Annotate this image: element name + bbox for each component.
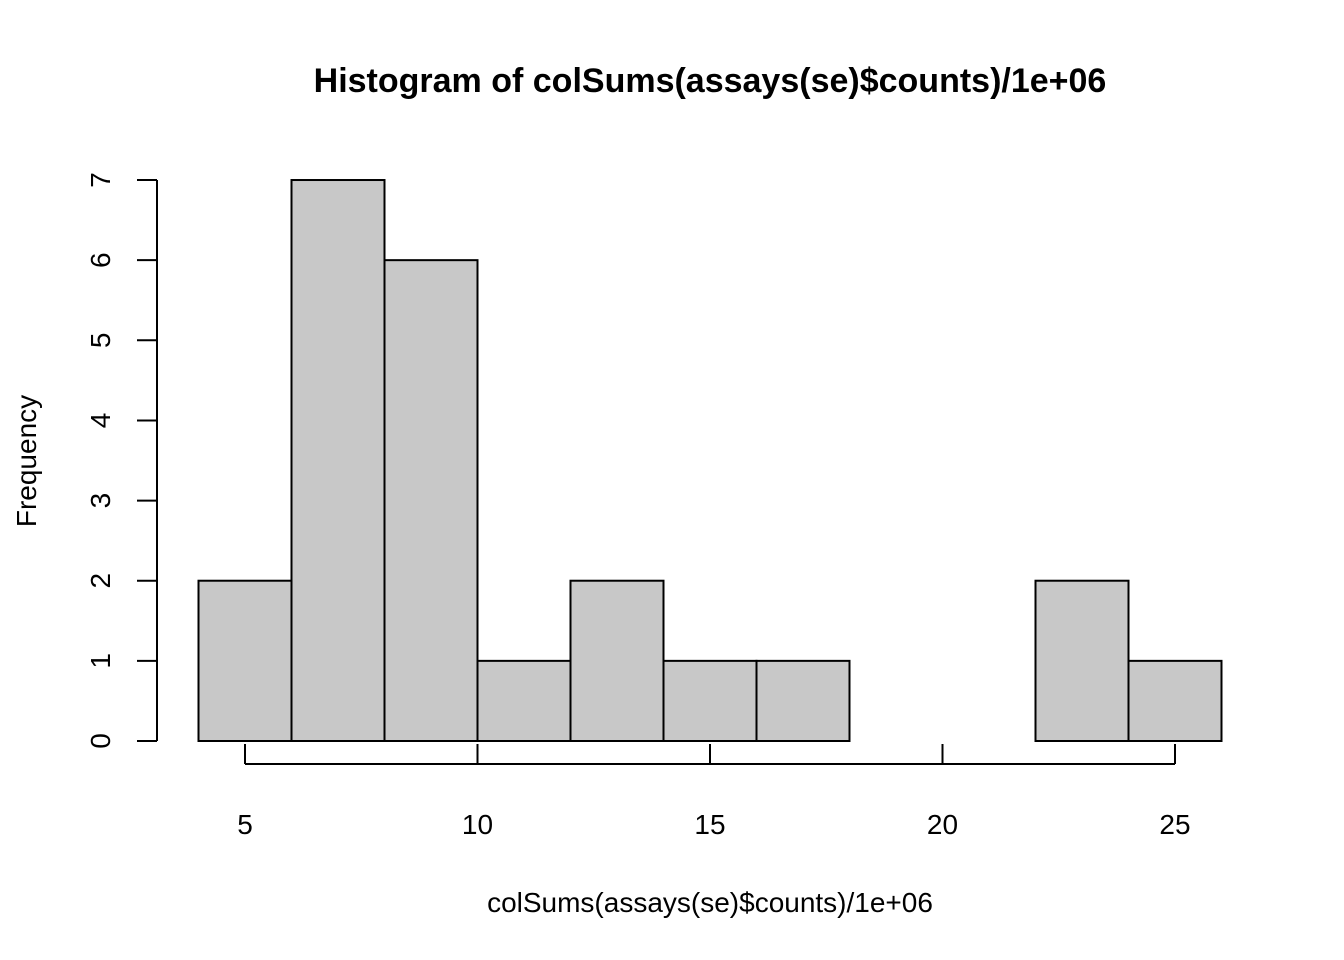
y-tick-label-1: 1	[85, 653, 116, 669]
histogram-bar-9	[1034, 579, 1130, 742]
histogram-bar-3	[476, 659, 572, 742]
histogram-bar-0	[197, 579, 293, 742]
y-tick-label-5: 5	[85, 333, 116, 349]
y-tick-label-3: 3	[85, 493, 116, 509]
y-tick-label-7: 7	[85, 172, 116, 188]
histogram-bar-10	[1127, 659, 1223, 742]
histogram-bar-6	[755, 659, 851, 742]
x-tick-label-20: 20	[927, 809, 958, 840]
x-tick-label-25: 25	[1159, 809, 1190, 840]
histogram-bar-1	[290, 179, 386, 742]
x-tick-label-10: 10	[462, 809, 493, 840]
y-tick-label-2: 2	[85, 573, 116, 589]
y-axis: 0 1 2 3 4 5 6 7	[85, 172, 158, 749]
y-tick-label-6: 6	[85, 252, 116, 268]
chart-title: Histogram of colSums(assays(se)$counts)/…	[314, 62, 1107, 100]
histogram-bar-5	[662, 659, 758, 742]
x-axis-label: colSums(assays(se)$counts)/1e+06	[487, 887, 933, 918]
x-axis: 5 10 15 20 25	[237, 744, 1191, 840]
x-tick-label-15: 15	[694, 809, 725, 840]
y-axis-label: Frequency	[11, 395, 42, 527]
histogram-bar-4	[569, 579, 665, 742]
y-tick-label-4: 4	[85, 413, 116, 429]
y-tick-label-0: 0	[85, 733, 116, 749]
bars-group	[197, 179, 1223, 742]
histogram-bar-2	[383, 259, 479, 742]
x-tick-label-5: 5	[237, 809, 253, 840]
